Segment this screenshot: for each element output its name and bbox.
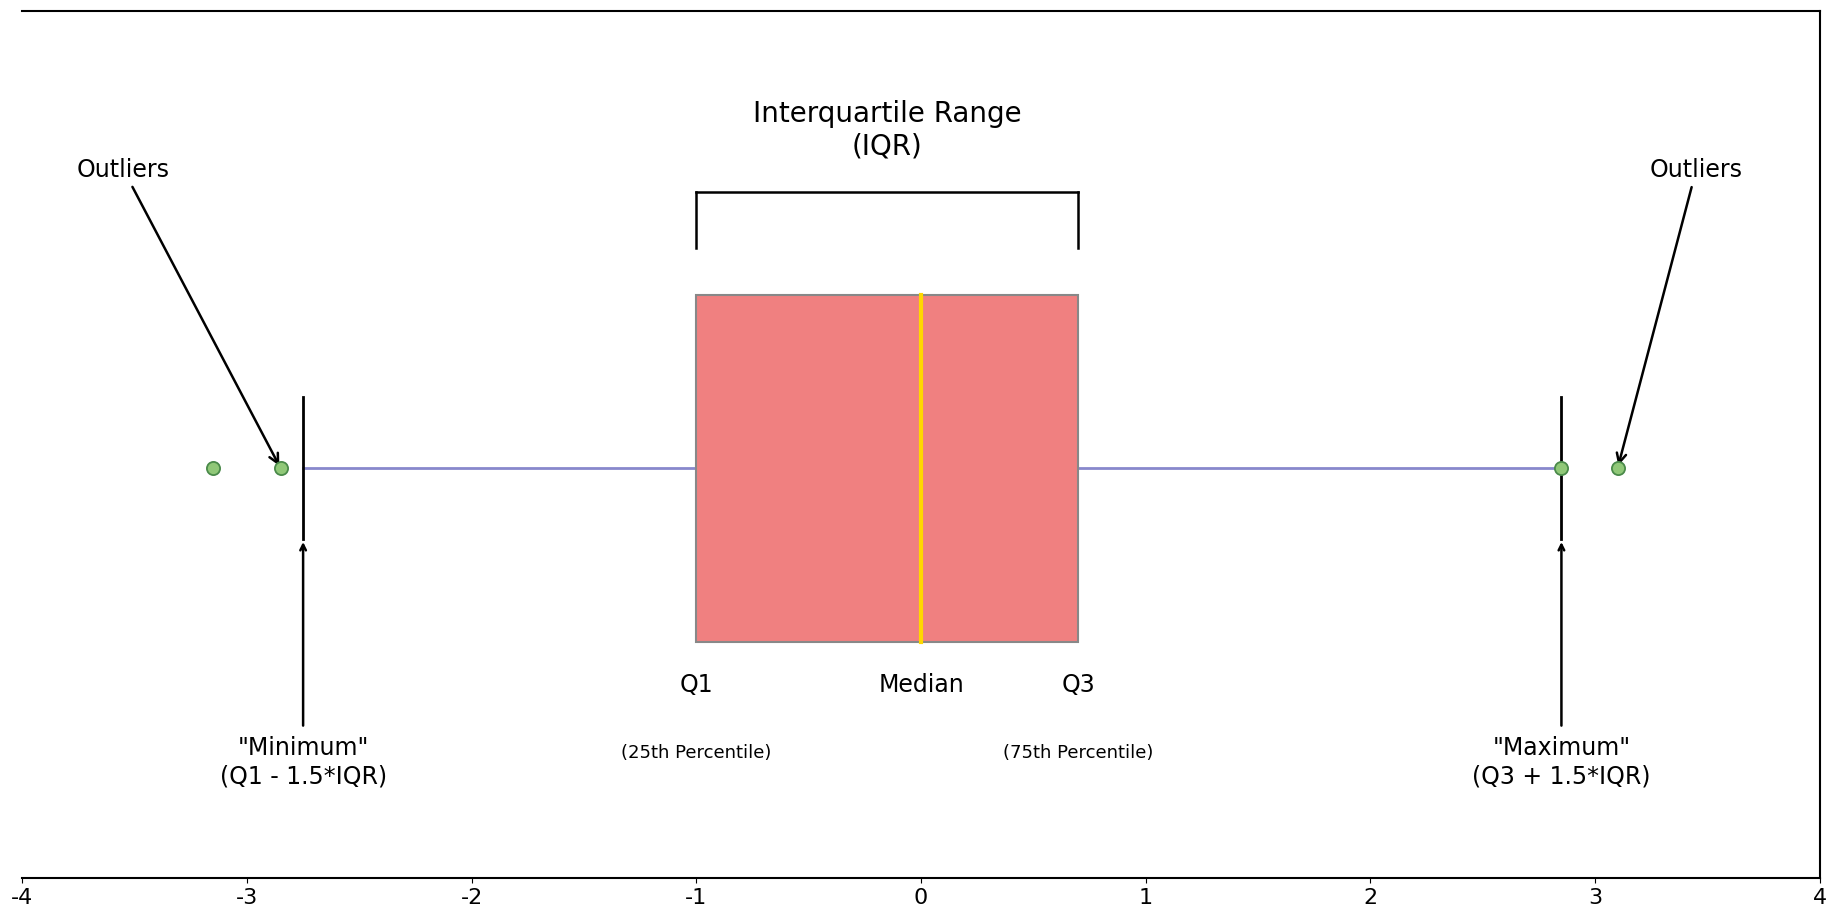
Text: "Minimum"
(Q1 - 1.5*IQR): "Minimum" (Q1 - 1.5*IQR) bbox=[219, 736, 386, 789]
Text: (25th Percentile): (25th Percentile) bbox=[621, 744, 772, 762]
Text: Outliers: Outliers bbox=[77, 158, 278, 463]
Text: "Maximum"
(Q3 + 1.5*IQR): "Maximum" (Q3 + 1.5*IQR) bbox=[1472, 736, 1651, 789]
Text: (75th Percentile): (75th Percentile) bbox=[1004, 744, 1154, 762]
Point bbox=[199, 461, 228, 476]
Text: Q1: Q1 bbox=[680, 674, 713, 698]
Text: Interquartile Range
(IQR): Interquartile Range (IQR) bbox=[754, 100, 1022, 161]
Point bbox=[1603, 461, 1632, 476]
Bar bbox=[697, 295, 1079, 641]
Point bbox=[1548, 461, 1577, 476]
Text: Median: Median bbox=[879, 674, 963, 698]
Point bbox=[267, 461, 296, 476]
Text: Q3: Q3 bbox=[1062, 674, 1095, 698]
Text: Outliers: Outliers bbox=[1617, 158, 1742, 463]
